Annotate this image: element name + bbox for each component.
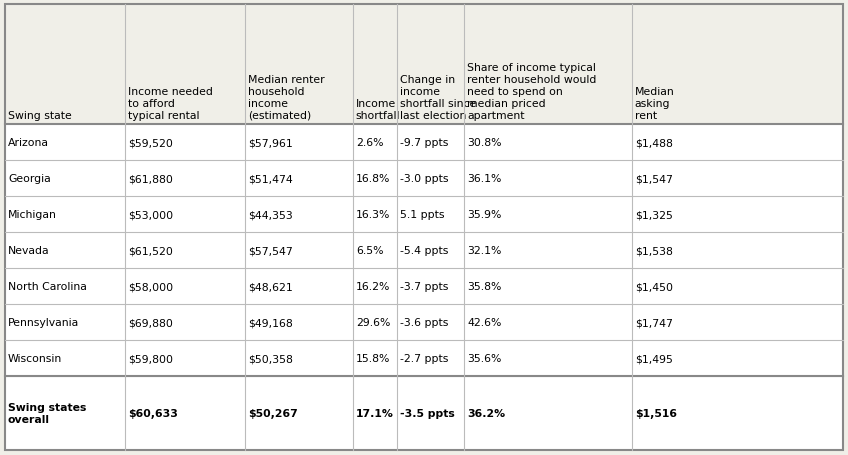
Text: -9.7 ppts: -9.7 ppts (400, 138, 449, 148)
Bar (5, 5, 843, 125)
Text: 15.8%: 15.8% (356, 353, 390, 363)
Text: $60,633: $60,633 (128, 408, 178, 418)
Text: $59,800: $59,800 (128, 353, 173, 363)
Bar (5, 340, 843, 376)
Text: 5.1 ppts: 5.1 ppts (400, 210, 444, 219)
Text: 16.8%: 16.8% (356, 174, 390, 184)
Text: -3.0 ppts: -3.0 ppts (400, 174, 449, 184)
Text: $50,267: $50,267 (248, 408, 298, 418)
Bar (5, 197, 843, 233)
Bar (5, 304, 843, 340)
Text: -3.5 ppts: -3.5 ppts (400, 408, 455, 418)
Text: -3.6 ppts: -3.6 ppts (400, 317, 449, 327)
Text: $57,961: $57,961 (248, 138, 293, 148)
Text: $61,880: $61,880 (128, 174, 173, 184)
Text: $61,520: $61,520 (128, 245, 173, 255)
Text: $50,358: $50,358 (248, 353, 293, 363)
Text: 35.9%: 35.9% (467, 210, 502, 219)
Text: Swing state: Swing state (8, 111, 72, 121)
Text: Georgia: Georgia (8, 174, 51, 184)
Text: Pennsylvania: Pennsylvania (8, 317, 79, 327)
Text: $1,516: $1,516 (635, 408, 677, 418)
Text: $57,547: $57,547 (248, 245, 293, 255)
Text: Income needed
to afford
typical rental: Income needed to afford typical rental (128, 87, 213, 121)
Bar (5, 376, 843, 450)
Text: $69,880: $69,880 (128, 317, 173, 327)
Text: Share of income typical
renter household would
need to spend on
median priced
ap: Share of income typical renter household… (467, 63, 597, 121)
Text: Wisconsin: Wisconsin (8, 353, 62, 363)
Text: Median
asking
rent: Median asking rent (635, 87, 674, 121)
Text: Michigan: Michigan (8, 210, 57, 219)
Text: $1,547: $1,547 (635, 174, 672, 184)
Bar (5, 268, 843, 304)
Text: 17.1%: 17.1% (356, 408, 393, 418)
Text: 36.2%: 36.2% (467, 408, 505, 418)
Text: Median renter
household
income
(estimated): Median renter household income (estimate… (248, 75, 324, 121)
Text: -2.7 ppts: -2.7 ppts (400, 353, 449, 363)
Text: Nevada: Nevada (8, 245, 50, 255)
Text: $1,325: $1,325 (635, 210, 672, 219)
Text: 35.6%: 35.6% (467, 353, 502, 363)
Bar (5, 125, 843, 161)
Text: $48,621: $48,621 (248, 281, 293, 291)
Text: 42.6%: 42.6% (467, 317, 502, 327)
Text: $1,747: $1,747 (635, 317, 672, 327)
Text: 30.8%: 30.8% (467, 138, 502, 148)
Text: $58,000: $58,000 (128, 281, 173, 291)
Text: North Carolina: North Carolina (8, 281, 86, 291)
Text: Swing states
overall: Swing states overall (8, 402, 86, 424)
Text: 35.8%: 35.8% (467, 281, 502, 291)
Text: -5.4 ppts: -5.4 ppts (400, 245, 449, 255)
Text: 32.1%: 32.1% (467, 245, 502, 255)
Text: $53,000: $53,000 (128, 210, 173, 219)
Text: $51,474: $51,474 (248, 174, 293, 184)
Text: Change in
income
shortfall since
last election: Change in income shortfall since last el… (400, 75, 477, 121)
Text: 29.6%: 29.6% (356, 317, 390, 327)
Bar (5, 161, 843, 197)
Text: Income
shortfall: Income shortfall (356, 99, 400, 121)
Text: $44,353: $44,353 (248, 210, 293, 219)
Text: $1,538: $1,538 (635, 245, 672, 255)
Text: 16.2%: 16.2% (356, 281, 390, 291)
Text: -3.7 ppts: -3.7 ppts (400, 281, 449, 291)
Bar (5, 233, 843, 268)
Text: 36.1%: 36.1% (467, 174, 502, 184)
Text: $49,168: $49,168 (248, 317, 293, 327)
Text: 16.3%: 16.3% (356, 210, 390, 219)
Text: $1,488: $1,488 (635, 138, 672, 148)
Text: $1,450: $1,450 (635, 281, 672, 291)
Text: 6.5%: 6.5% (356, 245, 383, 255)
Text: $1,495: $1,495 (635, 353, 672, 363)
Text: $59,520: $59,520 (128, 138, 173, 148)
Text: Arizona: Arizona (8, 138, 49, 148)
Text: 2.6%: 2.6% (356, 138, 383, 148)
